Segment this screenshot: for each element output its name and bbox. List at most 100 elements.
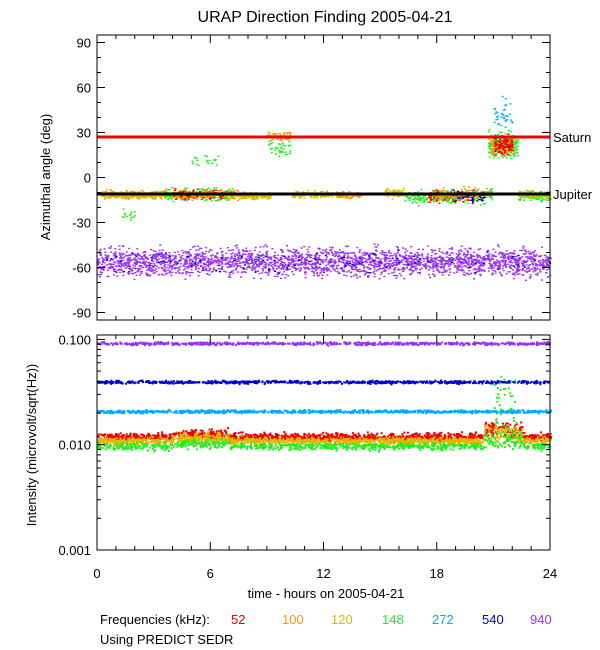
data-point (428, 196, 430, 198)
data-point (524, 250, 527, 253)
data-point (121, 264, 123, 266)
data-point (120, 265, 123, 268)
data-point (229, 258, 232, 260)
data-point (491, 254, 494, 256)
data-point (499, 268, 501, 270)
data-point (451, 261, 454, 264)
data-point (226, 197, 228, 199)
data-point (350, 197, 353, 199)
data-point (491, 272, 494, 274)
data-point (365, 253, 368, 255)
data-point (370, 264, 372, 266)
data-point (224, 263, 227, 266)
data-point (508, 265, 511, 267)
data-point (368, 268, 371, 270)
data-point (425, 257, 427, 260)
data-point (258, 266, 261, 268)
data-point (121, 254, 124, 256)
data-point (521, 249, 524, 252)
data-point (278, 259, 281, 262)
data-point (230, 195, 233, 197)
data-point (351, 263, 354, 266)
data-point (292, 261, 295, 263)
data-point (442, 195, 445, 197)
data-point (283, 262, 286, 264)
data-point (178, 254, 181, 256)
data-point (245, 247, 248, 249)
data-point (222, 191, 225, 193)
data-point (478, 195, 481, 198)
data-point (289, 262, 292, 264)
data-point (459, 262, 462, 264)
data-point (304, 263, 307, 265)
data-point (169, 263, 172, 265)
data-point (134, 267, 137, 270)
data-point (244, 262, 247, 264)
data-point (468, 264, 471, 266)
data-point (221, 197, 224, 199)
data-point (460, 257, 463, 260)
data-point (291, 196, 294, 198)
data-point (389, 257, 391, 260)
data-point (147, 265, 150, 267)
data-point (305, 271, 307, 273)
data-point (176, 262, 179, 264)
data-point (513, 253, 516, 255)
data-point (353, 265, 356, 268)
data-point (511, 257, 513, 259)
data-point (140, 272, 143, 274)
data-point (433, 257, 436, 259)
data-point (158, 254, 161, 256)
data-point (131, 259, 134, 261)
data-point (298, 255, 301, 257)
data-point (244, 195, 247, 197)
data-point (205, 250, 208, 253)
data-point (456, 269, 459, 271)
data-point (426, 259, 429, 261)
data-point (410, 252, 413, 255)
data-point (453, 272, 456, 274)
data-point (542, 267, 545, 269)
data-point (317, 256, 320, 259)
data-point (518, 266, 521, 268)
data-point (420, 200, 423, 202)
data-point (441, 264, 444, 266)
data-point (157, 267, 160, 269)
data-point (128, 273, 131, 275)
data-point (286, 267, 289, 269)
data-point (365, 271, 368, 273)
data-point (230, 191, 232, 193)
data-point (258, 263, 260, 266)
data-point (423, 264, 425, 267)
data-point (327, 268, 330, 270)
data-point (463, 252, 465, 254)
data-point (398, 261, 401, 264)
data-point (261, 270, 264, 272)
data-point (215, 270, 218, 272)
data-point (373, 254, 376, 256)
data-point (169, 258, 172, 260)
data-point (306, 260, 309, 262)
data-point (154, 264, 156, 267)
data-point (169, 271, 172, 273)
data-point (145, 260, 148, 263)
data-point (488, 253, 491, 255)
data-point (146, 256, 149, 259)
data-point (329, 270, 332, 273)
data-point (311, 263, 314, 265)
data-point (238, 198, 241, 200)
data-point (266, 245, 268, 248)
data-point (211, 263, 214, 265)
data-point (492, 255, 495, 257)
data-point (400, 191, 403, 193)
data-point (488, 262, 491, 264)
data-point (464, 256, 467, 258)
data-point (136, 248, 139, 250)
data-point (391, 198, 394, 200)
data-point (260, 262, 263, 264)
data-point (110, 258, 113, 260)
data-point (164, 257, 167, 259)
data-point (209, 260, 212, 263)
data-point (153, 190, 156, 193)
data-point (386, 196, 389, 198)
